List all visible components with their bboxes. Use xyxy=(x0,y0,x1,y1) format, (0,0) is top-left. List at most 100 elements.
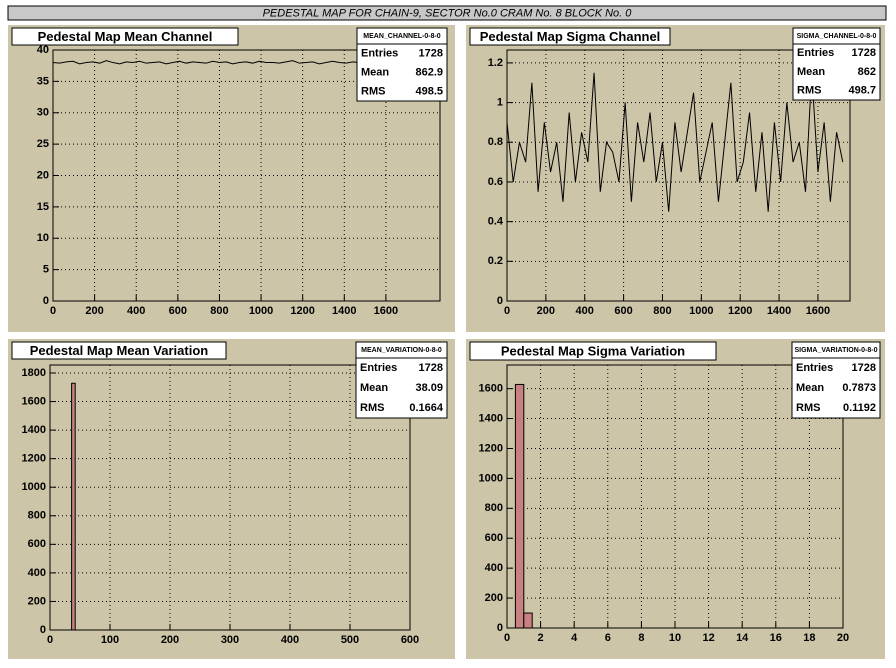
y-tick-label: 0 xyxy=(40,624,46,636)
y-tick-label: 600 xyxy=(485,532,503,544)
page-title: PEDESTAL MAP FOR CHAIN-9, SECTOR No.0 CR… xyxy=(263,7,633,19)
x-tick-label: 1000 xyxy=(249,305,273,317)
frame xyxy=(506,49,851,302)
y-tick-label: 40 xyxy=(37,44,49,56)
stats-label: Entries xyxy=(796,362,833,374)
y-tick-label: 20 xyxy=(37,169,49,181)
stats-label: Mean xyxy=(360,382,388,394)
stats-box xyxy=(792,27,881,101)
x-tick-label: 4 xyxy=(571,632,578,644)
y-tick-label: 0 xyxy=(497,622,503,634)
chart-title: Pedestal Map Sigma Channel xyxy=(480,29,661,44)
chart-title: Pedestal Map Mean Channel xyxy=(38,29,213,44)
stats-label: Entries xyxy=(361,47,398,59)
chart-title: Pedestal Map Sigma Variation xyxy=(501,343,685,358)
title-box xyxy=(11,341,227,360)
stats-label: RMS xyxy=(797,85,821,97)
y-tick-label: 25 xyxy=(37,138,49,150)
y-tick-label: 1800 xyxy=(22,367,46,379)
y-tick-label: 0.6 xyxy=(488,176,503,188)
y-tick-label: 10 xyxy=(37,232,49,244)
x-tick-label: 20 xyxy=(837,632,849,644)
y-tick-label: 0 xyxy=(43,295,49,307)
x-tick-label: 0 xyxy=(47,634,53,646)
x-tick-label: 1400 xyxy=(767,305,791,317)
stats-value: 498.5 xyxy=(415,85,443,97)
chart-title: Pedestal Map Mean Variation xyxy=(30,343,209,358)
y-tick-label: 200 xyxy=(485,592,503,604)
x-tick-label: 800 xyxy=(210,305,228,317)
y-tick-label: 35 xyxy=(37,75,49,87)
title-box xyxy=(11,27,239,46)
x-tick-label: 400 xyxy=(127,305,145,317)
x-tick-label: 800 xyxy=(653,305,671,317)
stats-value: 0.1192 xyxy=(843,402,876,414)
y-tick-label: 1400 xyxy=(479,412,503,424)
x-tick-label: 300 xyxy=(221,634,239,646)
y-tick-label: 1600 xyxy=(479,383,503,395)
histogram-bar xyxy=(514,383,525,629)
stats-value: 1728 xyxy=(852,362,876,374)
x-tick-label: 0 xyxy=(504,632,510,644)
title-box xyxy=(469,27,671,46)
y-tick-label: 400 xyxy=(485,562,503,574)
x-tick-label: 1200 xyxy=(728,305,752,317)
stats-value: 862.9 xyxy=(415,66,443,78)
stats-name: MEAN_VARIATION-0-8-0 xyxy=(361,347,442,354)
y-tick-label: 15 xyxy=(37,201,49,213)
y-tick-label: 800 xyxy=(485,502,503,514)
stats-value: 38.09 xyxy=(415,382,443,394)
x-tick-label: 400 xyxy=(576,305,594,317)
x-tick-label: 600 xyxy=(614,305,632,317)
y-tick-label: 5 xyxy=(43,264,49,276)
stats-value: 498.7 xyxy=(848,85,876,97)
y-tick-label: 800 xyxy=(28,510,46,522)
title-bar xyxy=(7,5,887,21)
stats-value: 1728 xyxy=(852,47,876,59)
y-tick-label: 0 xyxy=(497,295,503,307)
x-tick-label: 200 xyxy=(537,305,555,317)
histogram-bar xyxy=(71,382,76,631)
y-tick-label: 1 xyxy=(497,96,503,108)
x-tick-label: 16 xyxy=(770,632,782,644)
title-box xyxy=(469,341,717,361)
stats-label: Mean xyxy=(361,66,389,78)
x-tick-label: 1200 xyxy=(290,305,314,317)
stats-value: 0.1664 xyxy=(409,402,444,414)
y-tick-label: 200 xyxy=(28,595,46,607)
x-tick-label: 6 xyxy=(605,632,611,644)
stats-label: Mean xyxy=(796,382,824,394)
stats-box xyxy=(356,27,448,102)
x-tick-label: 500 xyxy=(341,634,359,646)
y-tick-label: 0.4 xyxy=(488,216,504,228)
x-tick-label: 12 xyxy=(702,632,714,644)
stats-box xyxy=(791,341,881,419)
x-tick-label: 8 xyxy=(638,632,644,644)
x-tick-label: 1000 xyxy=(689,305,713,317)
stats-label: RMS xyxy=(361,85,385,97)
stats-name: SIGMA_CHANNEL-0-8-0 xyxy=(797,33,877,40)
y-tick-label: 1000 xyxy=(479,472,503,484)
x-tick-label: 400 xyxy=(281,634,299,646)
stats-label: RMS xyxy=(796,402,820,414)
y-tick-label: 400 xyxy=(28,567,46,579)
y-tick-label: 0.8 xyxy=(488,136,503,148)
stats-value: 1728 xyxy=(419,47,443,59)
stats-label: RMS xyxy=(360,402,384,414)
frame xyxy=(49,364,411,631)
stats-label: Entries xyxy=(797,47,834,59)
histogram-bar xyxy=(523,612,533,629)
stats-label: Entries xyxy=(360,362,397,374)
x-tick-label: 1600 xyxy=(374,305,398,317)
stats-name: SIGMA_VARIATION-0-8-0 xyxy=(795,347,878,354)
x-tick-label: 0 xyxy=(50,305,56,317)
stats-value: 862 xyxy=(858,66,876,78)
x-tick-label: 1600 xyxy=(806,305,830,317)
x-tick-label: 200 xyxy=(161,634,179,646)
y-tick-label: 1200 xyxy=(479,442,503,454)
frame xyxy=(506,364,844,629)
stats-box xyxy=(355,341,448,419)
data-line xyxy=(52,60,413,65)
y-tick-label: 600 xyxy=(28,538,46,550)
